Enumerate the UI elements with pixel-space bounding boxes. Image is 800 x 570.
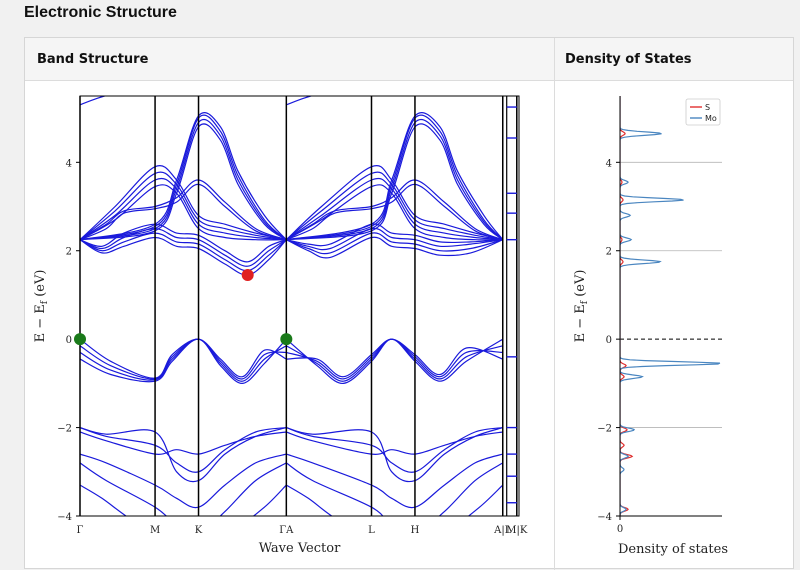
band-line bbox=[286, 232, 503, 255]
band-line bbox=[80, 223, 287, 263]
band-edge-marker bbox=[241, 269, 254, 282]
band-line bbox=[285, 484, 504, 516]
band-line bbox=[285, 165, 503, 241]
section-title: Electronic Structure bbox=[24, 4, 177, 21]
band-axes-frame bbox=[79, 95, 520, 517]
band-line bbox=[286, 427, 503, 473]
band-line bbox=[80, 453, 287, 509]
kpoint-label: ΓA bbox=[279, 525, 294, 536]
band-line bbox=[80, 236, 287, 276]
band-line bbox=[286, 431, 503, 455]
band-line bbox=[285, 179, 504, 241]
band-line bbox=[286, 183, 503, 241]
dos-title: Density of States bbox=[565, 52, 692, 67]
band-line bbox=[285, 177, 503, 241]
dos-y-tick-label: −4 bbox=[597, 512, 612, 523]
band-line bbox=[80, 179, 287, 241]
band-line bbox=[286, 96, 313, 106]
band-line bbox=[80, 427, 287, 483]
y-tick-label: −2 bbox=[57, 424, 72, 435]
dos-legend: S Mo bbox=[685, 98, 721, 126]
dos-x-axis-label: Density of states bbox=[618, 542, 728, 557]
y-tick-label: 0 bbox=[66, 335, 72, 346]
band-line bbox=[80, 431, 287, 455]
kpoint-label: M|K bbox=[506, 525, 528, 536]
dos-lines bbox=[620, 96, 721, 516]
dos-line-mo bbox=[620, 96, 721, 516]
band-line bbox=[80, 183, 287, 241]
band-edge-marker bbox=[74, 333, 86, 346]
band-line bbox=[286, 223, 503, 247]
band-line bbox=[80, 484, 287, 516]
kpoint-label: M bbox=[150, 525, 160, 536]
dos-x-tick-label: 0 bbox=[617, 524, 623, 535]
y-axis-label: E − Ef (eV) bbox=[33, 270, 50, 343]
band-edge-marker bbox=[280, 333, 293, 346]
dos-line-s bbox=[620, 96, 634, 516]
band-structure-title: Band Structure bbox=[37, 52, 149, 67]
band-line bbox=[286, 236, 504, 259]
band-structure-plot: Γ M K ΓA L H A|LM|K −4 −2 0 2 4 Wave Vector E − Ef (e… bbox=[33, 95, 528, 556]
kpoint-label: A|L bbox=[493, 525, 512, 536]
kpoint-label: Γ bbox=[77, 525, 84, 536]
kpoint-label: H bbox=[411, 525, 420, 536]
band-line bbox=[285, 462, 504, 516]
band-line bbox=[80, 462, 287, 516]
band-line bbox=[286, 227, 503, 251]
panel-divider bbox=[554, 38, 555, 570]
band-line bbox=[286, 453, 503, 509]
band-line bbox=[80, 165, 287, 241]
dos-y-axis-label: E − Ef (eV) bbox=[573, 270, 590, 343]
band-line bbox=[80, 427, 287, 473]
dos-y-tick-label: 2 bbox=[606, 247, 612, 258]
band-line bbox=[80, 338, 287, 379]
legend-label-s: S bbox=[705, 103, 710, 112]
band-line bbox=[285, 338, 504, 385]
legend-label-mo: Mo bbox=[705, 114, 717, 123]
band-line bbox=[286, 184, 503, 241]
y-tick-label: −4 bbox=[57, 512, 72, 523]
y-tick-label: 4 bbox=[66, 158, 72, 169]
band-line bbox=[80, 118, 287, 241]
x-axis-label: Wave Vector bbox=[259, 541, 341, 556]
card-header bbox=[25, 38, 793, 81]
kpoint-label: K bbox=[195, 525, 203, 536]
band-line bbox=[80, 232, 287, 272]
band-line bbox=[285, 171, 503, 241]
electronic-structure-card: Band Structure Density of States bbox=[24, 37, 794, 570]
band-line bbox=[80, 227, 287, 267]
band-line bbox=[286, 338, 504, 378]
dos-y-tick-label: −2 bbox=[597, 424, 612, 435]
band-line bbox=[80, 96, 107, 106]
dos-plot: −4 −2 0 2 4 0 Density of states E − Ef (eV) S Mo bbox=[573, 96, 728, 557]
dos-y-tick-label: 4 bbox=[606, 158, 612, 169]
kpoint-label: L bbox=[368, 525, 375, 536]
band-line bbox=[80, 177, 287, 241]
band-lines bbox=[80, 96, 504, 516]
band-line bbox=[80, 171, 287, 241]
dos-y-tick-label: 0 bbox=[606, 335, 612, 346]
band-line bbox=[286, 427, 503, 483]
y-tick-label: 2 bbox=[66, 247, 72, 258]
